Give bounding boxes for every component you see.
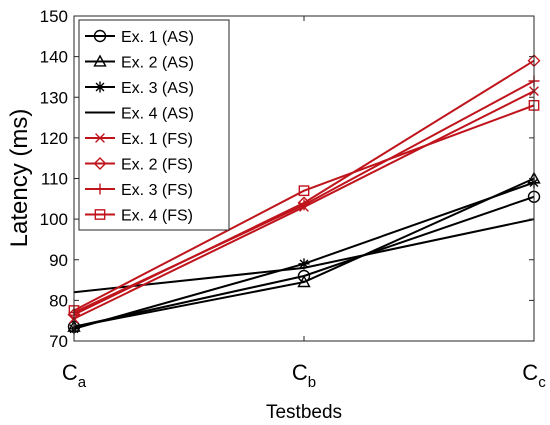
x-axis-label: Testbeds bbox=[266, 402, 342, 423]
legend-marker-3 bbox=[94, 81, 106, 93]
legend-label-2: Ex. 2 (AS) bbox=[121, 55, 194, 72]
x-tick-label: Cc bbox=[522, 360, 546, 391]
x-tick-label-subscript: a bbox=[78, 374, 87, 391]
y-axis-label: Latency (ms) bbox=[6, 109, 33, 248]
legend-label-4: Ex. 4 (AS) bbox=[121, 106, 194, 123]
y-tick-label: 140 bbox=[40, 48, 68, 67]
x-tick-label-subscript: c bbox=[538, 374, 546, 391]
legend-marker-5 bbox=[95, 133, 105, 143]
y-tick-label: 130 bbox=[40, 88, 68, 107]
y-tick-label: 70 bbox=[49, 332, 68, 351]
legend-label-3: Ex. 3 (AS) bbox=[121, 80, 194, 97]
y-tick-label: 100 bbox=[40, 210, 68, 229]
legend-box bbox=[78, 19, 230, 231]
y-axis: 70 80 90 100 110 120 130 140 150 bbox=[40, 7, 534, 351]
legend-marker-8 bbox=[94, 209, 106, 220]
x-tick-label-base: C bbox=[522, 360, 538, 385]
legend: Ex. 1 (AS) Ex. 2 (AS) Ex. 3 (AS) Ex. 4 (AS)… bbox=[78, 19, 230, 231]
y-tick-label: 120 bbox=[40, 129, 68, 148]
data-point-8-2 bbox=[298, 185, 310, 197]
y-tick-label: 110 bbox=[41, 170, 68, 189]
y-tick-label: 80 bbox=[49, 291, 68, 310]
legend-marker-2 bbox=[93, 54, 107, 67]
legend-label-7: Ex. 3 (FS) bbox=[121, 182, 193, 199]
legend-marker-7 bbox=[94, 183, 106, 195]
x-tick-label: Ca bbox=[62, 360, 87, 391]
legend-marker-1 bbox=[93, 29, 107, 43]
legend-label-1: Ex. 1 (AS) bbox=[121, 29, 194, 46]
x-axis: Ca Cb Cc bbox=[62, 16, 546, 391]
legend-label-6: Ex. 2 (FS) bbox=[121, 157, 193, 174]
data-point-1-2 bbox=[297, 269, 311, 283]
legend-label-8: Ex. 4 (FS) bbox=[121, 208, 193, 225]
x-tick-label-base: C bbox=[292, 360, 308, 385]
x-tick-label-base: C bbox=[62, 360, 78, 385]
series-line-8 bbox=[73, 104, 535, 312]
legend-marker-6 bbox=[93, 157, 107, 170]
legend-label-5: Ex. 1 (FS) bbox=[121, 131, 193, 148]
y-tick-label: 90 bbox=[49, 251, 68, 270]
x-tick-label-subscript: b bbox=[308, 374, 316, 391]
y-tick-label: 150 bbox=[40, 7, 68, 26]
data-point-2-2 bbox=[297, 275, 311, 288]
x-tick-label: Cb bbox=[292, 360, 316, 391]
data-point-3-2 bbox=[298, 258, 310, 270]
data-point-7-2 bbox=[298, 199, 310, 211]
